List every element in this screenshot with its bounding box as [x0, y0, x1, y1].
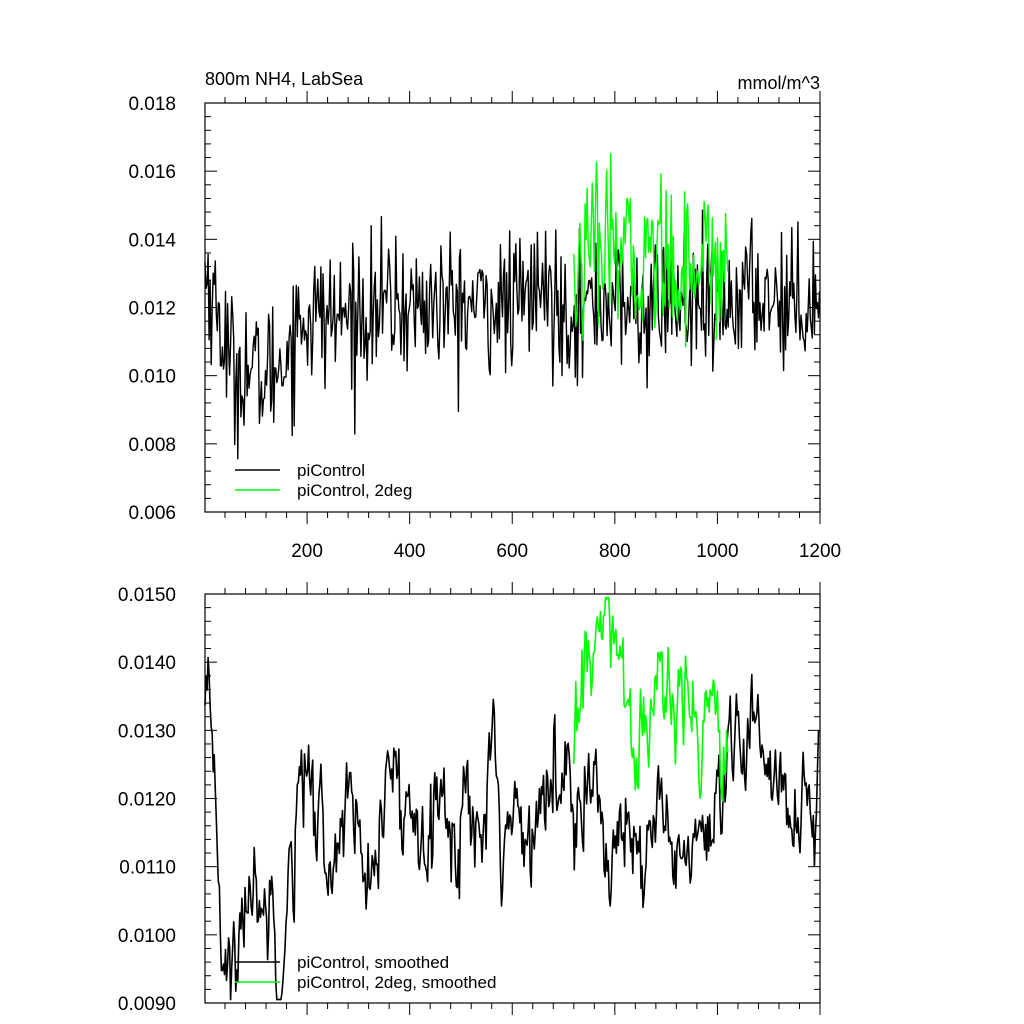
- bottom-panel-series: [204, 596, 820, 1001]
- legend-label-picontrol-smoothed: piControl, smoothed: [297, 953, 449, 972]
- y-tick-label: 0.018: [128, 94, 176, 115]
- y-tick-label: 0.0100: [118, 926, 176, 947]
- top-panel-y-tick-labels: 0.006 0.008 0.010 0.012 0.014 0.016 0.018: [128, 94, 176, 524]
- legend-label-picontrol: piControl: [297, 461, 365, 480]
- bottom-panel-ticks: [205, 582, 821, 1015]
- bottom-panel-y-tick-labels: 0.0090 0.0100 0.0110 0.0120 0.0130 0.0140 0.01…: [118, 585, 176, 1015]
- series-line-picontrol: [204, 656, 820, 1001]
- top-panel: 800m NH4, LabSea mmol/m^3 0.006 0.008 0.01…: [128, 69, 841, 562]
- y-tick-label: 0.0150: [118, 585, 176, 606]
- y-tick-label: 0.014: [128, 230, 176, 251]
- legend-label-picontrol-2deg-smoothed: piControl, 2deg, smoothed: [297, 973, 496, 992]
- y-tick-label: 0.0120: [118, 790, 176, 811]
- top-panel-x-tick-labels: 200 400 600 800 1000 1200: [291, 541, 841, 562]
- top-panel-series: [204, 153, 821, 460]
- x-tick-label: 800: [599, 541, 631, 562]
- bottom-panel-legend: piControl, smoothed piControl, 2deg, smo…: [235, 953, 496, 992]
- x-tick-label: 600: [496, 541, 528, 562]
- bottom-panel-frame: [204, 593, 821, 1004]
- y-tick-label: 0.016: [128, 162, 176, 183]
- x-tick-label: 1000: [696, 541, 738, 562]
- top-panel-units-label: mmol/m^3: [738, 73, 820, 93]
- y-tick-label: 0.0140: [118, 653, 176, 674]
- y-tick-label: 0.012: [128, 299, 176, 320]
- top-panel-legend: piControl piControl, 2deg: [235, 461, 412, 500]
- y-tick-label: 0.006: [128, 503, 176, 524]
- top-panel-frame: [204, 102, 821, 513]
- top-panel-title-left: 800m NH4, LabSea: [205, 69, 364, 89]
- x-tick-label: 200: [291, 541, 323, 562]
- series-line-picontrol: [204, 209, 821, 460]
- y-tick-label: 0.0090: [118, 994, 176, 1015]
- legend-label-picontrol-2deg: piControl, 2deg: [297, 481, 412, 500]
- series-line-picontrol-2deg: [573, 153, 729, 348]
- x-tick-label: 400: [394, 541, 426, 562]
- y-tick-label: 0.0130: [118, 721, 176, 742]
- bottom-panel: 0.0090 0.0100 0.0110 0.0120 0.0130 0.0140 0.01…: [118, 582, 821, 1015]
- y-tick-label: 0.010: [128, 367, 176, 388]
- x-tick-label: 1200: [799, 541, 841, 562]
- series-line-picontrol-2deg: [573, 596, 729, 802]
- y-tick-label: 0.008: [128, 435, 176, 456]
- y-tick-label: 0.0110: [119, 858, 176, 879]
